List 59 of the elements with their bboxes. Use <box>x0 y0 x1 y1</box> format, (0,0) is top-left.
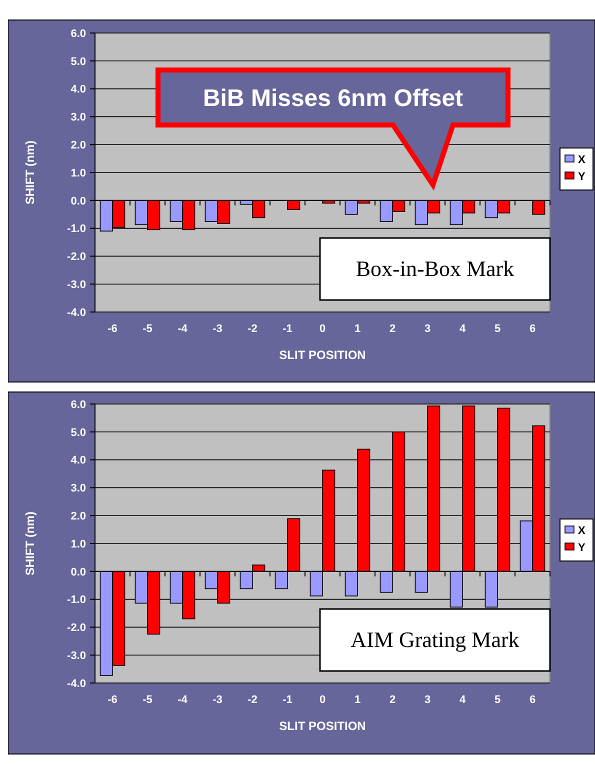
x-tick-label: -2 <box>248 694 258 706</box>
y-tick-label: 3.0 <box>70 112 86 124</box>
legend-label: X <box>578 154 586 166</box>
y-tick-label: 4.0 <box>70 84 86 96</box>
x-tick-label: 5 <box>494 694 501 706</box>
x-tick-label: -3 <box>212 694 222 706</box>
annotation: Box-in-Box Mark <box>356 256 514 281</box>
x-tick-label: 5 <box>494 323 501 335</box>
y-axis-title: SHIFT (nm) <box>23 512 37 576</box>
annotation: BiB Misses 6nm Offset <box>202 84 464 112</box>
y-tick-label: 0.0 <box>70 566 86 578</box>
x-tick-label: -1 <box>282 694 292 706</box>
y-tick-label: -2.0 <box>67 251 86 264</box>
x-tick-label: 1 <box>354 323 361 335</box>
x-tick-label: -6 <box>108 694 118 706</box>
y-axis-title: SHIFT (nm) <box>23 140 37 204</box>
x-tick-label: -3 <box>212 323 222 335</box>
y-tick-label: -1.0 <box>67 223 86 236</box>
x-tick-label: -5 <box>142 323 152 335</box>
y-tick-label: 3.0 <box>70 482 86 495</box>
y-tick-label: 4.0 <box>70 454 86 467</box>
x-axis-title: SLIT POSITION <box>279 348 366 362</box>
x-tick-label: 3 <box>424 323 431 335</box>
x-tick-label: -4 <box>178 323 188 335</box>
x-tick-label: -1 <box>282 323 292 335</box>
x-axis-title: SLIT POSITION <box>279 719 366 733</box>
x-tick-label: 3 <box>424 694 431 706</box>
annotation: AIM Grating Mark <box>350 627 520 652</box>
y-tick-label: 0.0 <box>70 195 86 208</box>
y-tick-label: 1.0 <box>70 538 86 550</box>
y-tick-label: -3.0 <box>67 278 86 291</box>
x-tick-label: 2 <box>389 694 396 706</box>
x-tick-label: 6 <box>529 323 536 335</box>
y-tick-label: -4.0 <box>67 678 86 690</box>
y-tick-label: 2.0 <box>70 139 86 152</box>
y-tick-label: -3.0 <box>67 650 86 662</box>
x-tick-label: 6 <box>529 694 536 706</box>
legend-label: Y <box>578 170 586 183</box>
x-tick-label: 4 <box>459 694 466 706</box>
x-tick-label: -4 <box>178 694 188 706</box>
x-tick-label: 1 <box>354 694 361 706</box>
x-tick-label: -6 <box>108 323 118 335</box>
y-tick-label: 2.0 <box>70 510 86 522</box>
y-tick-label: 1.0 <box>70 167 86 180</box>
legend-label: X <box>578 524 586 537</box>
y-tick-label: -4.0 <box>67 306 86 319</box>
x-tick-label: 4 <box>459 323 466 335</box>
y-tick-label: 5.0 <box>70 426 86 439</box>
x-tick-label: -2 <box>248 323 258 335</box>
x-tick-label: -5 <box>142 694 152 706</box>
y-tick-label: 5.0 <box>70 56 86 68</box>
y-tick-label: 6.0 <box>70 398 86 411</box>
legend-label: Y <box>578 542 586 554</box>
x-tick-label: 0 <box>319 323 326 335</box>
x-tick-label: 0 <box>319 694 326 706</box>
y-tick-label: -2.0 <box>67 622 86 634</box>
y-tick-label: 6.0 <box>70 28 86 40</box>
x-tick-label: 2 <box>389 323 396 335</box>
y-tick-label: -1.0 <box>67 594 86 606</box>
